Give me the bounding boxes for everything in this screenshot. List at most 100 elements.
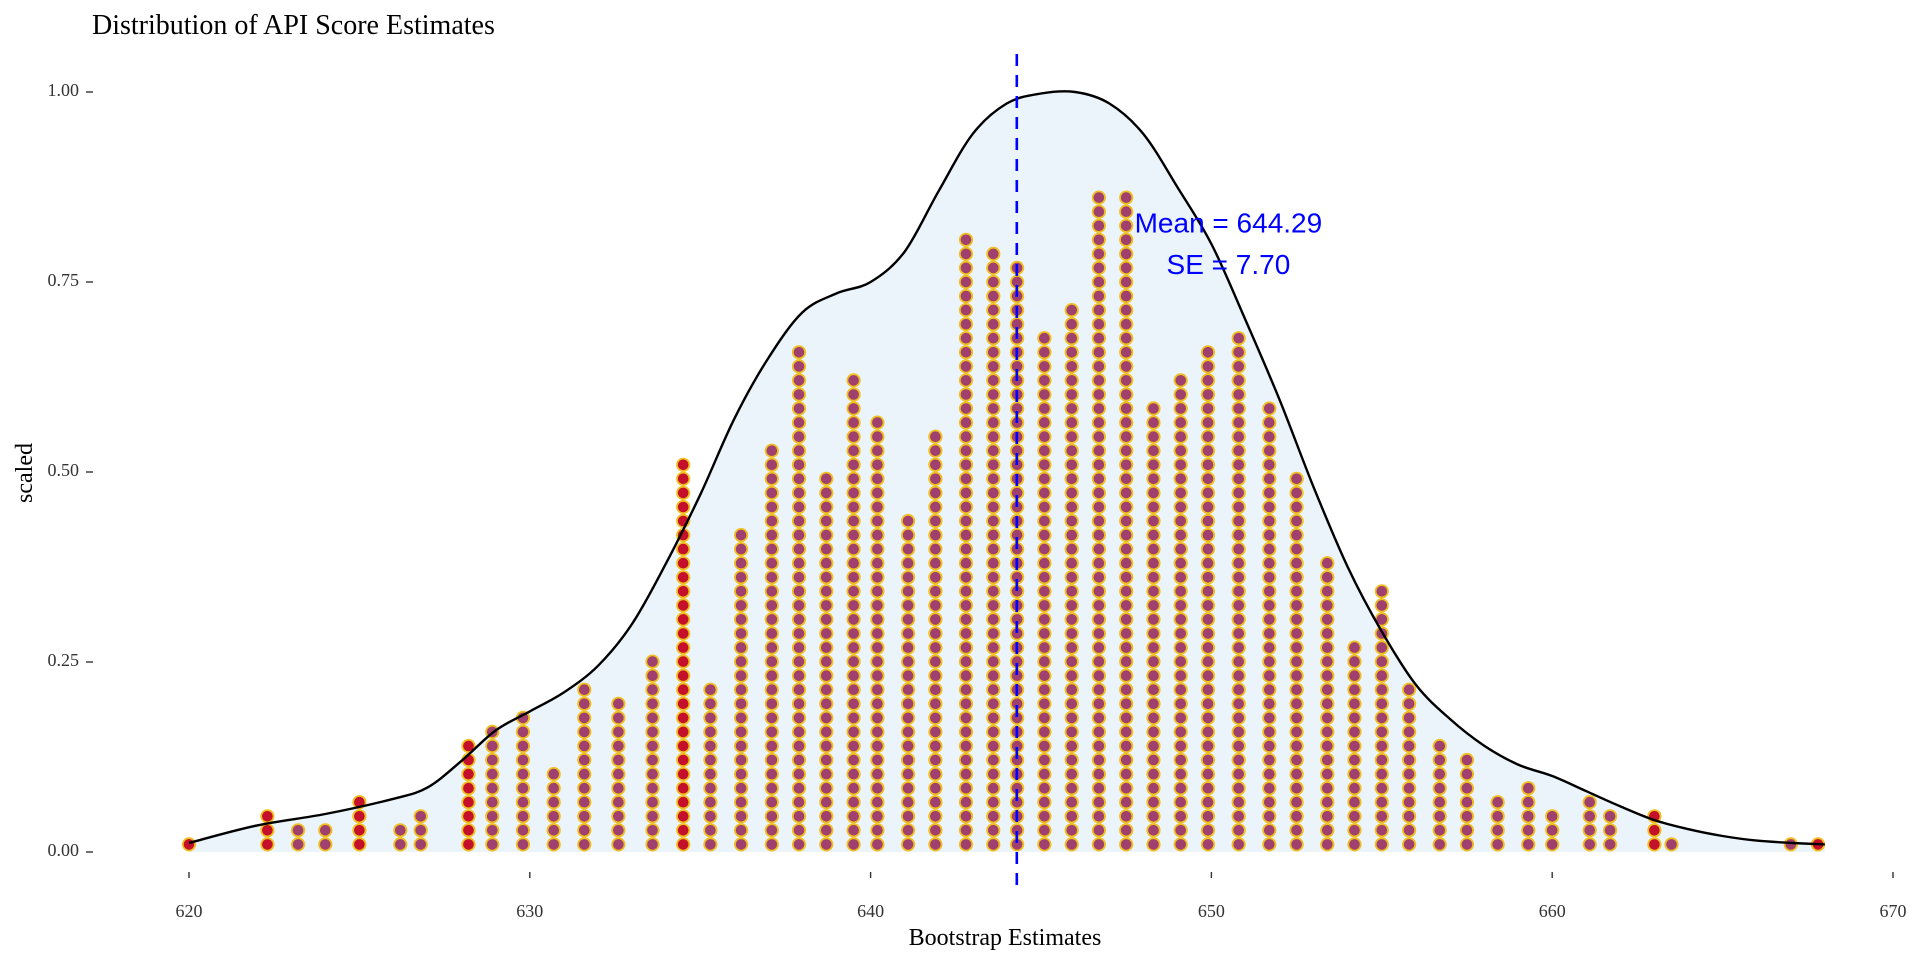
dot bbox=[1173, 696, 1188, 711]
dot bbox=[318, 837, 333, 852]
dot bbox=[870, 640, 885, 655]
x-tick-label: 620 bbox=[176, 901, 203, 921]
dot bbox=[645, 668, 660, 683]
dot bbox=[900, 781, 916, 796]
dot bbox=[791, 471, 807, 486]
dot bbox=[764, 556, 779, 571]
dot bbox=[1091, 626, 1107, 641]
dot bbox=[393, 837, 408, 852]
dot bbox=[928, 795, 943, 810]
dot bbox=[676, 654, 691, 669]
dot bbox=[1064, 457, 1079, 472]
dot bbox=[846, 556, 861, 571]
dot bbox=[733, 541, 749, 557]
dot bbox=[676, 541, 691, 557]
dot bbox=[1064, 795, 1079, 810]
dot bbox=[1119, 837, 1134, 852]
dot bbox=[577, 795, 592, 810]
dot bbox=[986, 752, 1001, 768]
dot bbox=[1064, 823, 1079, 838]
dot bbox=[1200, 556, 1216, 571]
dot bbox=[1119, 274, 1134, 290]
dot bbox=[1374, 738, 1389, 754]
dot bbox=[1320, 837, 1335, 852]
y-tick-label: 0.50 bbox=[48, 460, 80, 480]
dot bbox=[986, 668, 1001, 683]
dot bbox=[1173, 710, 1188, 726]
dot bbox=[515, 781, 531, 796]
dot bbox=[1231, 570, 1246, 585]
dot bbox=[1289, 570, 1304, 585]
dot bbox=[1037, 696, 1052, 711]
dot bbox=[1119, 682, 1134, 697]
dot bbox=[1347, 781, 1362, 796]
dot bbox=[900, 710, 916, 726]
dot bbox=[928, 668, 943, 683]
dot bbox=[703, 710, 718, 726]
dot bbox=[1231, 471, 1246, 486]
dot bbox=[1119, 387, 1134, 402]
dot bbox=[791, 837, 807, 852]
dot bbox=[846, 781, 861, 796]
dot bbox=[515, 809, 531, 824]
dot bbox=[764, 598, 779, 613]
dot bbox=[791, 401, 807, 416]
dot bbox=[645, 837, 660, 852]
dot bbox=[870, 724, 885, 740]
dot bbox=[1200, 752, 1216, 768]
dot bbox=[1231, 541, 1246, 557]
dot bbox=[846, 654, 861, 669]
dot bbox=[1064, 598, 1079, 613]
dot bbox=[1402, 766, 1417, 782]
dot bbox=[819, 513, 834, 529]
dot bbox=[1119, 724, 1134, 740]
dot bbox=[676, 837, 691, 852]
dot bbox=[1091, 331, 1107, 346]
dot bbox=[1289, 738, 1304, 754]
dot bbox=[958, 612, 974, 627]
dot bbox=[485, 795, 500, 810]
dot bbox=[819, 781, 834, 796]
dot bbox=[1262, 499, 1277, 515]
x-tick-label: 650 bbox=[1198, 901, 1225, 921]
dot bbox=[986, 415, 1001, 430]
dot bbox=[1037, 443, 1052, 458]
dot bbox=[819, 499, 834, 515]
dot bbox=[1231, 626, 1246, 641]
dot bbox=[986, 274, 1001, 290]
dot bbox=[1289, 837, 1304, 852]
dot bbox=[870, 527, 885, 543]
dot bbox=[1603, 809, 1618, 824]
dot bbox=[1146, 837, 1161, 852]
dot bbox=[791, 556, 807, 571]
dot bbox=[1064, 541, 1079, 557]
dot bbox=[819, 823, 834, 838]
dot bbox=[870, 429, 885, 444]
dot bbox=[819, 626, 834, 641]
dot bbox=[791, 345, 807, 360]
dot bbox=[1262, 752, 1277, 768]
dot bbox=[1091, 274, 1107, 290]
dot bbox=[1262, 654, 1277, 669]
dot bbox=[1119, 415, 1134, 430]
dot bbox=[1037, 738, 1052, 754]
dot bbox=[1173, 556, 1188, 571]
dot bbox=[1037, 752, 1052, 768]
dot bbox=[1091, 387, 1107, 402]
dot bbox=[846, 457, 861, 472]
dot bbox=[986, 331, 1001, 346]
dot bbox=[958, 288, 974, 304]
dot bbox=[958, 443, 974, 458]
dot bbox=[846, 513, 861, 529]
dot bbox=[1231, 612, 1246, 627]
dot bbox=[1200, 443, 1216, 458]
dot bbox=[1289, 626, 1304, 641]
dot bbox=[1262, 640, 1277, 655]
dot bbox=[1119, 752, 1134, 768]
dot bbox=[870, 415, 885, 430]
dot bbox=[1119, 795, 1134, 810]
dot bbox=[764, 696, 779, 711]
dot bbox=[928, 654, 943, 669]
dot bbox=[1374, 766, 1389, 782]
dot bbox=[546, 795, 561, 810]
